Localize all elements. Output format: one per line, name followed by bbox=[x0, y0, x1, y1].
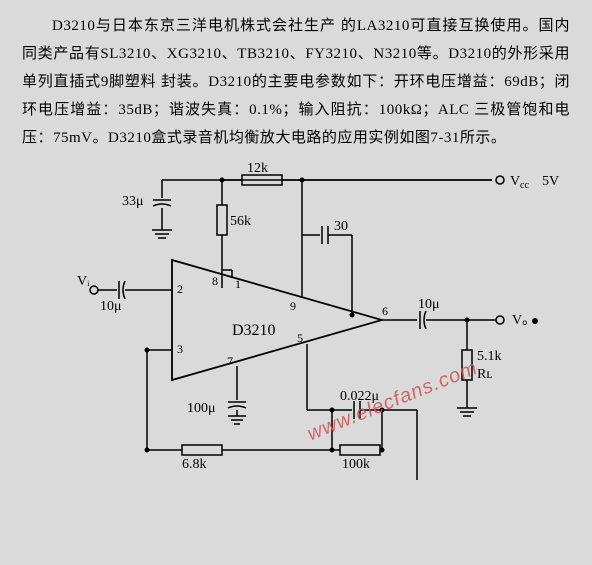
vcc-val: 5V bbox=[542, 174, 559, 189]
c10u-out-label: 10μ bbox=[418, 297, 440, 312]
description-paragraph: D3210与日本东京三洋电机株式会社生产 的LA3210可直接互换使用。国内同类… bbox=[0, 0, 592, 160]
pin6: 6 bbox=[382, 304, 388, 318]
vcc-label: V bbox=[510, 174, 520, 189]
circuit-schematic: V cc 5V 12k 33μ 56k 30 D3210 bbox=[22, 160, 570, 500]
c30-label: 30 bbox=[334, 219, 348, 234]
c33u-label: 33μ bbox=[122, 194, 144, 209]
c10u-in-label: 10μ bbox=[100, 299, 122, 314]
r68k-label: 6.8k bbox=[182, 457, 207, 472]
r100k-label: 100k bbox=[342, 457, 370, 472]
paragraph-text: D3210与日本东京三洋电机株式会社生产 的LA3210可直接互换使用。国内同类… bbox=[22, 12, 570, 152]
r56k-label: 56k bbox=[230, 214, 251, 229]
pin5: 5 bbox=[297, 331, 303, 345]
c100u-label: 100μ bbox=[187, 401, 216, 416]
pin8: 8 bbox=[212, 274, 218, 288]
pin3: 3 bbox=[177, 342, 183, 356]
vcc-sub: cc bbox=[520, 180, 529, 191]
dot-marker bbox=[532, 318, 538, 324]
pin7: 7 bbox=[227, 354, 233, 368]
chip-label: D3210 bbox=[232, 322, 276, 339]
r12k-label: 12k bbox=[247, 161, 268, 176]
r51k-label: 5.1k bbox=[477, 349, 502, 364]
pin9: 9 bbox=[290, 299, 296, 313]
vi-label: Vᵢ bbox=[77, 274, 90, 289]
pin2: 2 bbox=[177, 282, 183, 296]
circuit-svg: V cc 5V 12k 33μ 56k 30 D3210 bbox=[22, 160, 570, 500]
pin1: 1 bbox=[235, 277, 241, 291]
